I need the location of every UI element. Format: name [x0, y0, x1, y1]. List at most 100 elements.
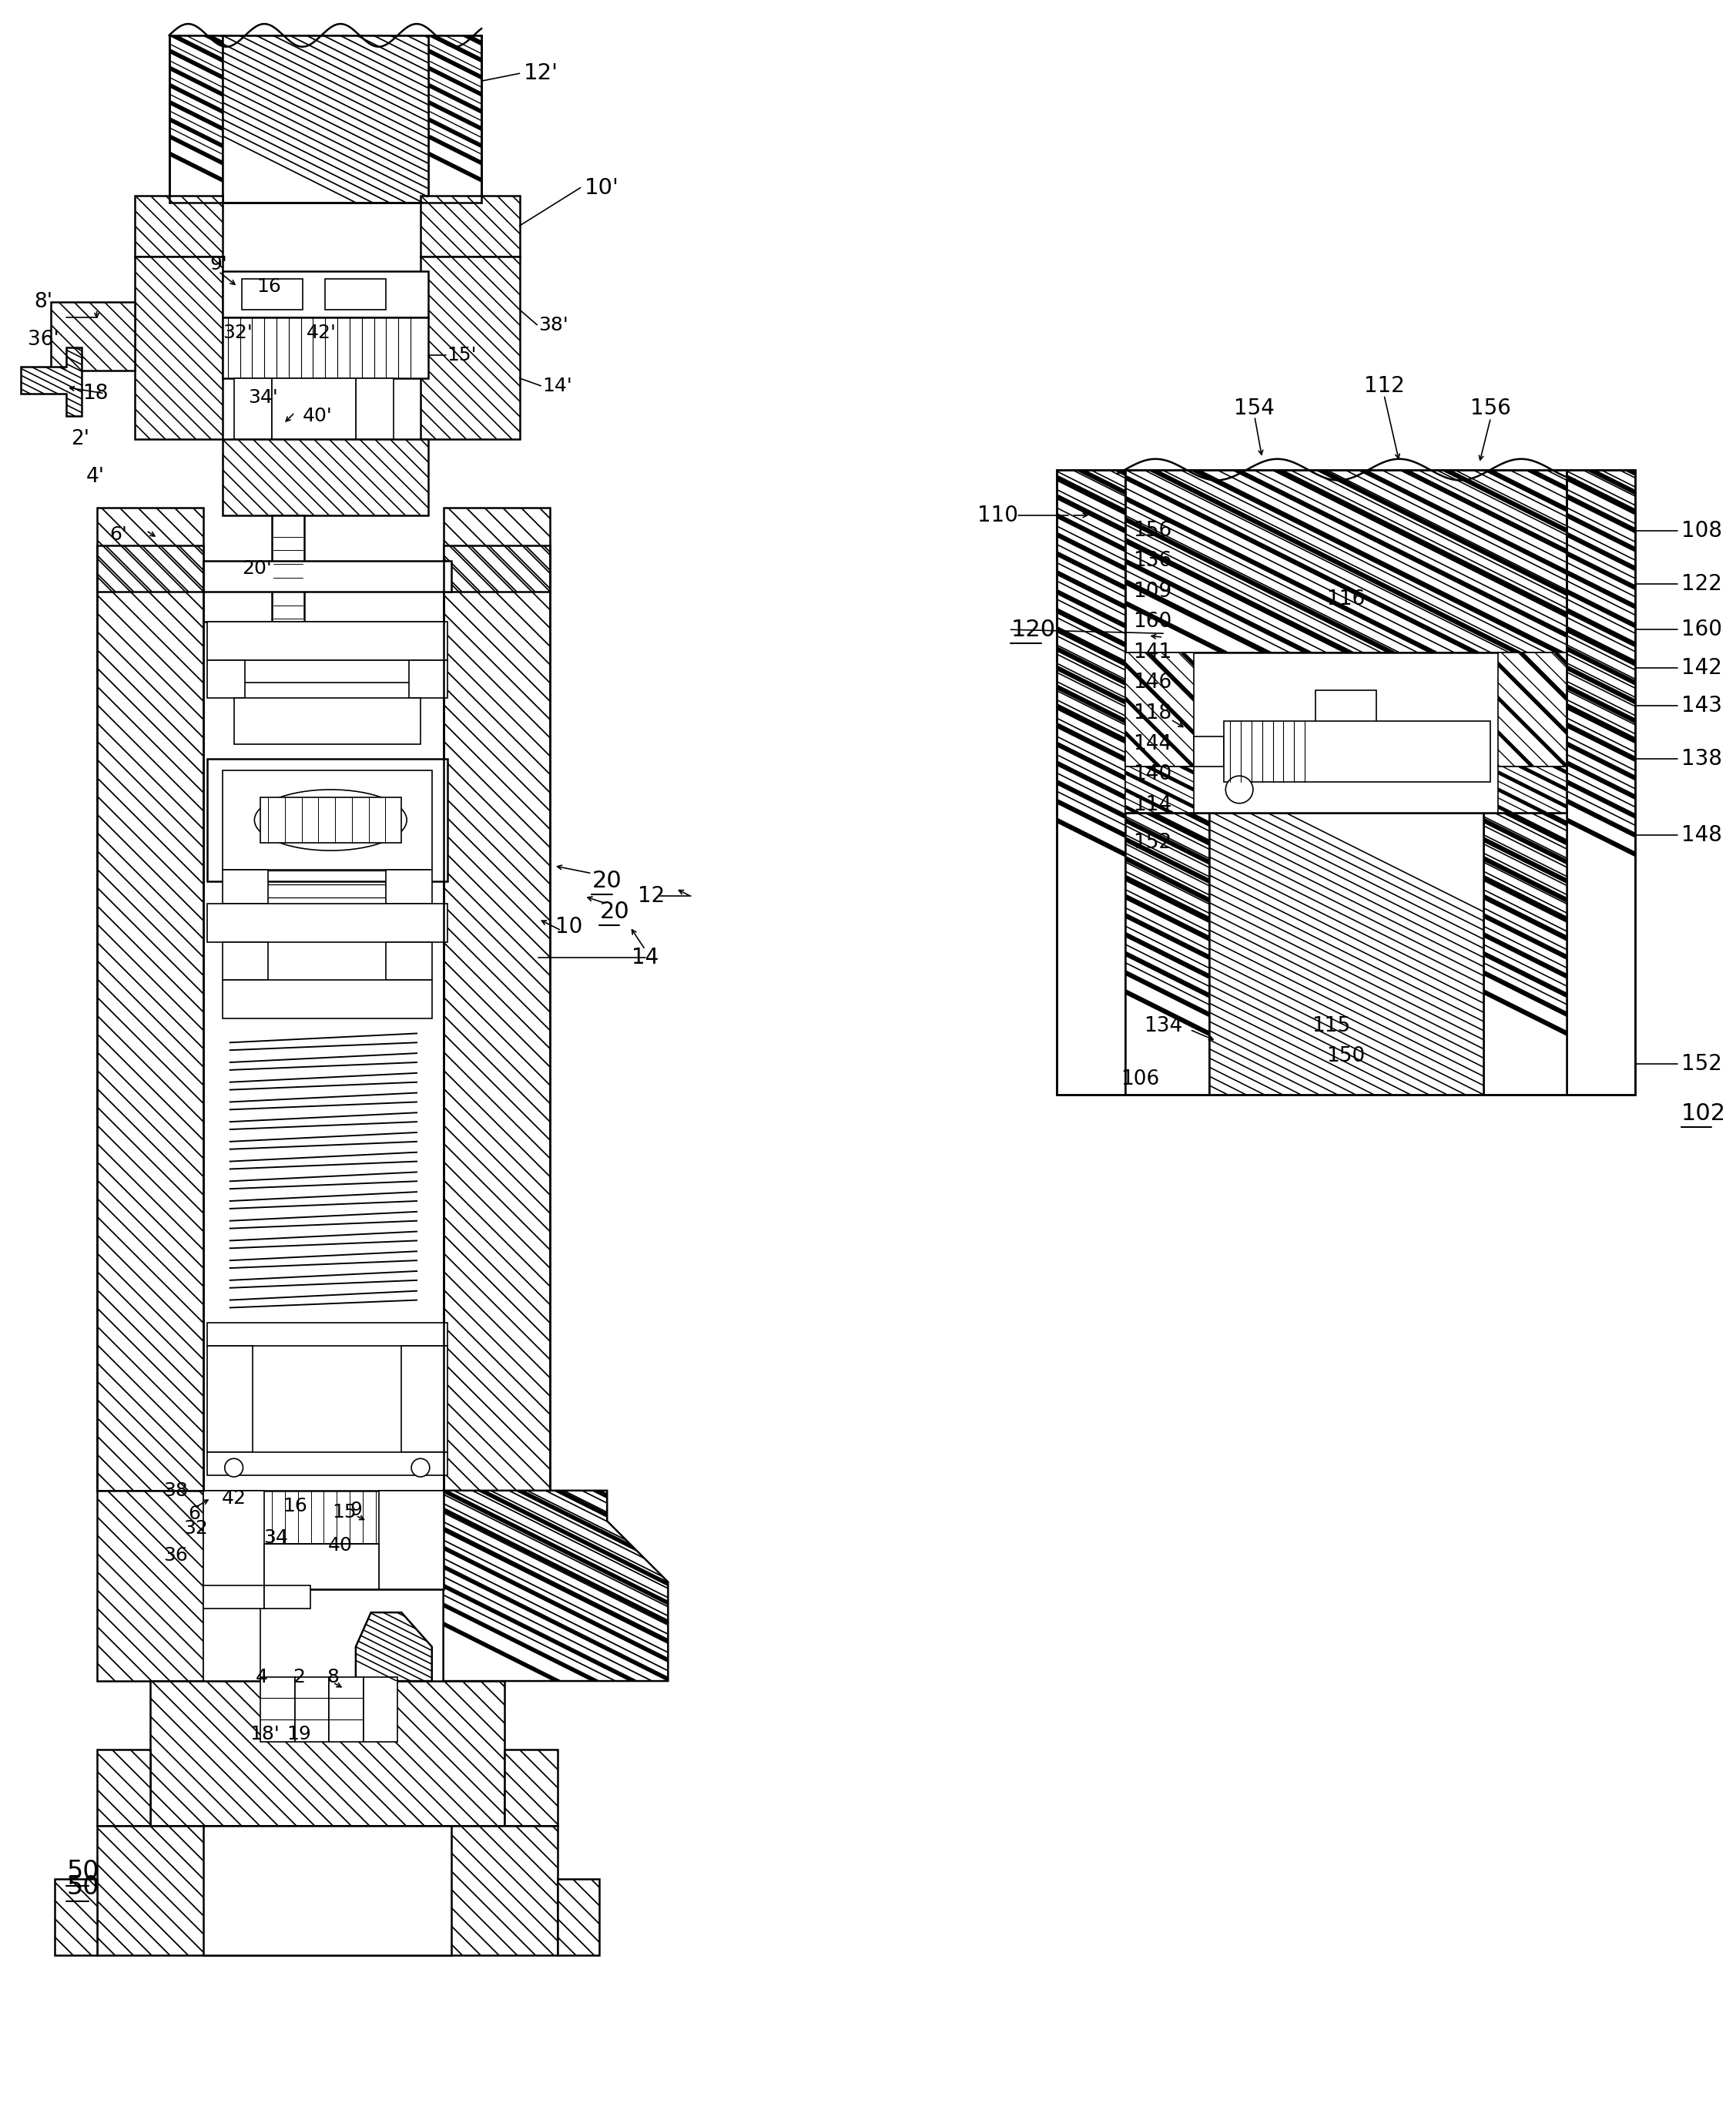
Bar [264, 1587, 311, 1608]
Text: 38: 38 [163, 1480, 187, 1500]
Bar [222, 770, 432, 870]
Text: 20': 20' [241, 559, 271, 579]
Bar [443, 547, 550, 591]
Bar [97, 1751, 149, 1825]
Text: 34': 34' [248, 387, 278, 406]
Bar [1316, 691, 1377, 751]
Bar [97, 1491, 203, 1680]
Polygon shape [168, 36, 222, 202]
Text: 134: 134 [1144, 1017, 1182, 1036]
Polygon shape [21, 347, 82, 417]
Bar [203, 1491, 264, 1589]
Bar [207, 659, 245, 698]
Bar [203, 1587, 264, 1608]
Text: 10': 10' [585, 177, 618, 198]
Text: 2': 2' [71, 430, 89, 449]
Bar [149, 1680, 503, 1825]
Bar [222, 981, 432, 1019]
Bar [203, 1825, 451, 1955]
Bar [222, 870, 267, 904]
Text: 12: 12 [637, 885, 665, 906]
Bar [356, 379, 394, 438]
Text: 141: 141 [1132, 642, 1172, 661]
Bar [222, 942, 267, 981]
Text: 9': 9' [210, 255, 227, 272]
Text: 9: 9 [349, 1500, 361, 1519]
Bar [203, 562, 451, 591]
Text: 20: 20 [592, 870, 621, 891]
Bar [295, 1678, 330, 1742]
Polygon shape [429, 36, 481, 202]
Text: 142: 142 [1680, 657, 1722, 679]
Text: 6: 6 [187, 1504, 200, 1523]
Polygon shape [1483, 813, 1568, 1095]
Polygon shape [1498, 766, 1568, 813]
Text: 4: 4 [255, 1668, 267, 1687]
Bar [385, 942, 432, 981]
Text: 110: 110 [977, 504, 1019, 525]
Polygon shape [222, 36, 429, 202]
Polygon shape [356, 1612, 432, 1680]
Bar [273, 379, 356, 438]
Text: 109: 109 [1132, 581, 1172, 602]
Text: 140: 140 [1132, 764, 1172, 785]
Text: 160: 160 [1132, 613, 1172, 632]
Bar [420, 196, 519, 255]
Text: 42: 42 [222, 1489, 247, 1508]
Bar [168, 36, 481, 202]
Bar [203, 1589, 260, 1680]
Bar [97, 508, 203, 1491]
Bar [330, 1678, 363, 1742]
Text: 36': 36' [28, 330, 59, 351]
Bar [1224, 721, 1491, 783]
Text: 32': 32' [222, 323, 253, 342]
Bar [203, 1491, 443, 1589]
Bar [1125, 653, 1194, 766]
Text: 116: 116 [1326, 589, 1364, 608]
Text: 156: 156 [1470, 398, 1510, 419]
Text: 50: 50 [66, 1874, 99, 1899]
Text: 138: 138 [1680, 749, 1722, 770]
Bar [97, 547, 203, 591]
Text: 112: 112 [1364, 374, 1404, 396]
Text: 8': 8' [35, 291, 52, 313]
Text: 6': 6' [109, 525, 127, 545]
Polygon shape [1125, 813, 1208, 1095]
Bar [260, 1678, 295, 1742]
Text: 38': 38' [538, 315, 568, 334]
Bar [207, 759, 448, 881]
Bar [325, 279, 385, 311]
Text: 148: 148 [1680, 825, 1722, 847]
Bar [207, 1323, 448, 1346]
Bar [264, 1544, 378, 1589]
Bar [410, 659, 448, 698]
Text: 32: 32 [184, 1519, 208, 1538]
Bar [222, 272, 429, 317]
Bar [97, 1825, 557, 1955]
Bar [503, 1751, 557, 1825]
Bar [557, 1878, 599, 1955]
Text: 18: 18 [82, 383, 108, 404]
Text: 42': 42' [307, 323, 337, 342]
Bar [50, 302, 135, 370]
Text: 8: 8 [326, 1668, 339, 1687]
Circle shape [411, 1459, 429, 1476]
Text: 102: 102 [1680, 1102, 1726, 1125]
Text: 152: 152 [1680, 1053, 1722, 1074]
Text: 18': 18' [250, 1725, 279, 1744]
Text: 10: 10 [556, 917, 583, 938]
Text: 36: 36 [163, 1546, 187, 1565]
Text: 160: 160 [1680, 619, 1722, 640]
Text: 114: 114 [1132, 795, 1172, 815]
Bar [222, 438, 429, 515]
Bar [135, 255, 222, 438]
Bar [207, 1453, 448, 1476]
Bar [1057, 470, 1635, 1095]
Bar [443, 508, 550, 1491]
Bar [1125, 653, 1568, 813]
Bar [135, 196, 222, 255]
Ellipse shape [255, 789, 406, 851]
Text: 16: 16 [283, 1497, 307, 1514]
Bar [222, 317, 429, 379]
Bar [207, 904, 448, 942]
